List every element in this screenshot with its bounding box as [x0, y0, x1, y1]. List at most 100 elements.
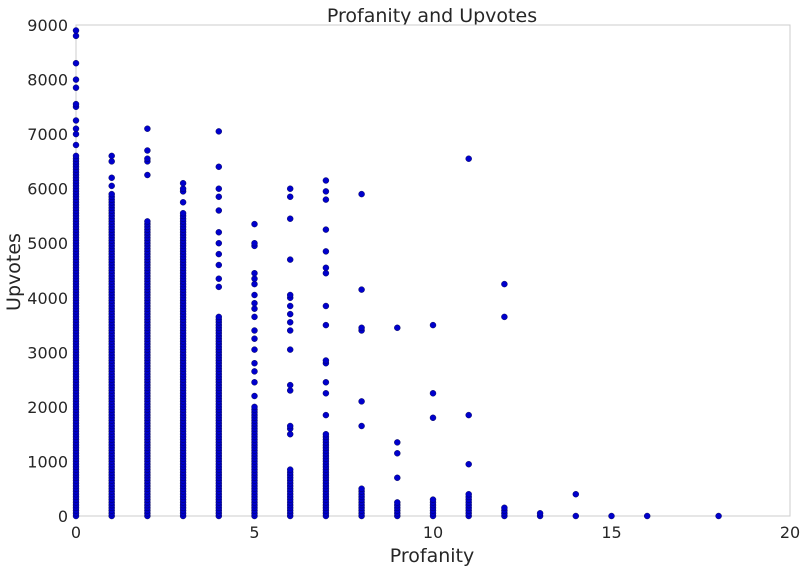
data-point: [394, 474, 401, 481]
data-point: [251, 335, 258, 342]
data-point: [429, 390, 437, 397]
y-tick-label: 6000: [27, 180, 68, 199]
data-point: [287, 387, 294, 394]
data-point: [322, 248, 330, 255]
data-point: [572, 512, 579, 520]
x-tick-label: 10: [423, 523, 443, 542]
data-point: [144, 125, 151, 132]
y-tick-label: 4000: [27, 289, 68, 308]
x-tick-label: 5: [249, 523, 259, 542]
data-point: [465, 461, 472, 468]
y-tick-label: 1000: [27, 452, 68, 471]
data-point: [215, 261, 223, 269]
data-point: [251, 379, 258, 386]
data-point: [322, 196, 330, 203]
data-point: [215, 163, 223, 171]
data-point: [501, 504, 508, 511]
data-point: [108, 174, 115, 182]
data-point: [322, 270, 330, 277]
data-point: [322, 379, 330, 386]
data-point: [394, 450, 401, 457]
data-point: [394, 499, 401, 506]
y-tick-label: 3000: [27, 343, 68, 362]
data-point: [465, 411, 472, 419]
data-point: [287, 431, 294, 438]
data-point: [251, 239, 258, 247]
data-point: [215, 283, 223, 291]
data-point: [287, 346, 294, 353]
data-point: [536, 510, 544, 517]
data-point: [72, 76, 80, 83]
data-point: [358, 190, 365, 198]
data-point: [608, 512, 615, 520]
data-point: [251, 280, 258, 288]
data-point: [72, 130, 80, 138]
data-point: [251, 313, 258, 321]
data-point: [215, 207, 223, 214]
data-point: [215, 128, 223, 135]
y-tick-label: 8000: [27, 71, 68, 90]
data-point: [251, 327, 258, 334]
data-point: [287, 185, 294, 192]
data-point: [108, 158, 115, 165]
data-point: [287, 422, 294, 430]
data-point: [72, 32, 80, 40]
data-point: [322, 188, 330, 195]
y-tick-label: 5000: [27, 234, 68, 253]
data-point: [394, 439, 401, 446]
data-point: [287, 466, 294, 473]
data-point: [572, 491, 579, 498]
data-point: [358, 398, 365, 405]
data-point: [501, 313, 508, 321]
data-point: [287, 319, 294, 326]
data-point: [72, 125, 80, 132]
data-point: [72, 117, 80, 124]
x-tick-label: 15: [601, 523, 621, 542]
data-point: [394, 324, 401, 331]
data-point: [322, 302, 330, 310]
data-point: [251, 368, 258, 375]
x-tick-label: 20: [780, 523, 800, 542]
plot-area: [75, 24, 791, 517]
data-point: [215, 313, 223, 321]
data-point: [251, 275, 258, 282]
data-point: [251, 305, 258, 312]
data-point: [144, 147, 151, 154]
data-point: [358, 324, 365, 331]
data-point: [251, 291, 258, 299]
data-point: [72, 152, 80, 160]
x-tick-label: 0: [71, 523, 81, 542]
data-point: [287, 327, 294, 334]
y-tick-label: 7000: [27, 125, 68, 144]
y-axis-label: Upvotes: [3, 233, 25, 311]
data-point: [322, 431, 330, 438]
data-point: [72, 60, 80, 67]
data-point: [72, 84, 80, 91]
data-point: [322, 226, 330, 233]
data-point: [251, 360, 258, 367]
data-point: [144, 218, 151, 225]
data-point: [322, 177, 330, 184]
data-point: [644, 512, 651, 520]
data-point: [322, 264, 330, 271]
data-point: [322, 411, 330, 419]
data-point: [429, 414, 437, 421]
data-point: [144, 155, 151, 162]
data-point: [108, 182, 115, 190]
y-tick-label: 2000: [27, 398, 68, 417]
data-point: [287, 256, 294, 263]
y-tick-labels: 0 1000 2000 3000 4000 5000 6000 7000 8000 9000: [27, 16, 68, 526]
data-point: [287, 193, 294, 201]
data-point: [144, 171, 151, 179]
data-point: [465, 155, 472, 162]
x-tick-labels: 0 5 10 15 20: [71, 523, 800, 542]
data-point: [465, 491, 472, 498]
data-point: [358, 422, 365, 430]
data-point: [287, 310, 294, 318]
data-point: [108, 190, 115, 198]
data-point: [251, 392, 258, 400]
data-point: [72, 141, 80, 149]
data-point: [358, 485, 365, 492]
data-point: [179, 179, 187, 187]
